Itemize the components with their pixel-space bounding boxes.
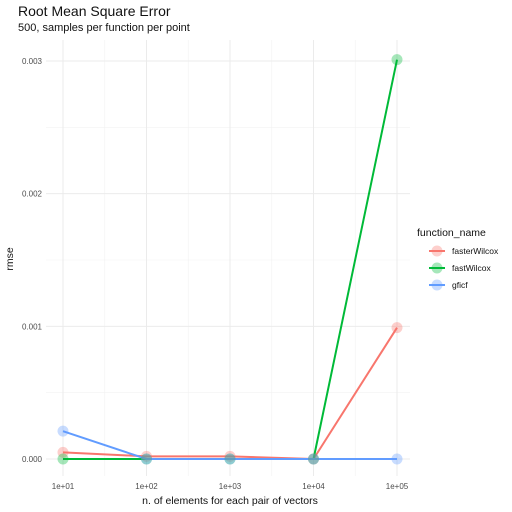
legend-item-gficf: gficf — [429, 279, 468, 291]
data-point-fasterWilcox — [391, 322, 403, 334]
chart-title: Root Mean Square Error — [18, 3, 171, 19]
data-point-gficf — [391, 453, 403, 465]
grid-lines — [46, 40, 410, 476]
series-line-fasterWilcox — [62, 327, 398, 460]
data-point-fastWilcox — [141, 453, 152, 465]
y-tick-label: 0.000 — [22, 455, 43, 464]
y-tick-label: 0.002 — [22, 190, 43, 199]
x-tick-label: 1e+03 — [219, 482, 242, 491]
data-point-gficf — [57, 425, 69, 437]
x-tick-label: 1e+02 — [135, 482, 158, 491]
x-tick-label: 1e+05 — [386, 482, 409, 491]
legend: function_name fasterWilcox fastWilcox gfic… — [417, 227, 499, 291]
x-tick-label: 1e+01 — [52, 482, 75, 491]
tick-labels: 1e+01 1e+02 1e+03 1e+04 1e+05 0.000 0.001 0.002… — [22, 57, 409, 491]
legend-item-fasterWilcox: fasterWilcox — [429, 245, 499, 257]
legend-label: fasterWilcox — [452, 246, 499, 256]
data-points — [57, 54, 403, 465]
y-axis-label: rmse — [4, 247, 16, 270]
data-point-fasterWilcox — [308, 453, 319, 465]
x-axis-label: n. of elements for each pair of vectors — [142, 495, 318, 507]
y-tick-label: 0.001 — [22, 322, 43, 331]
data-point-fastWilcox — [308, 453, 319, 465]
legend-item-fastWilcox: fastWilcox — [429, 262, 491, 274]
series-lines — [62, 59, 398, 460]
data-point-fastWilcox — [391, 54, 403, 66]
legend-label: fastWilcox — [452, 263, 491, 273]
data-point-fastWilcox — [57, 453, 69, 465]
chart-subtitle: 500, samples per function per point — [18, 22, 190, 34]
x-tick-label: 1e+04 — [302, 482, 325, 491]
data-point-fasterWilcox — [224, 450, 236, 462]
data-point-fasterWilcox — [57, 446, 69, 458]
data-point-gficf — [224, 453, 236, 465]
data-point-gficf — [141, 453, 152, 465]
data-point-fastWilcox — [224, 453, 236, 465]
series-line-gficf — [62, 430, 397, 460]
legend-label: gficf — [452, 280, 468, 290]
data-point-fasterWilcox — [141, 450, 152, 462]
data-point-gficf — [308, 453, 319, 465]
legend-title: function_name — [417, 227, 486, 239]
y-tick-label: 0.003 — [22, 57, 43, 66]
